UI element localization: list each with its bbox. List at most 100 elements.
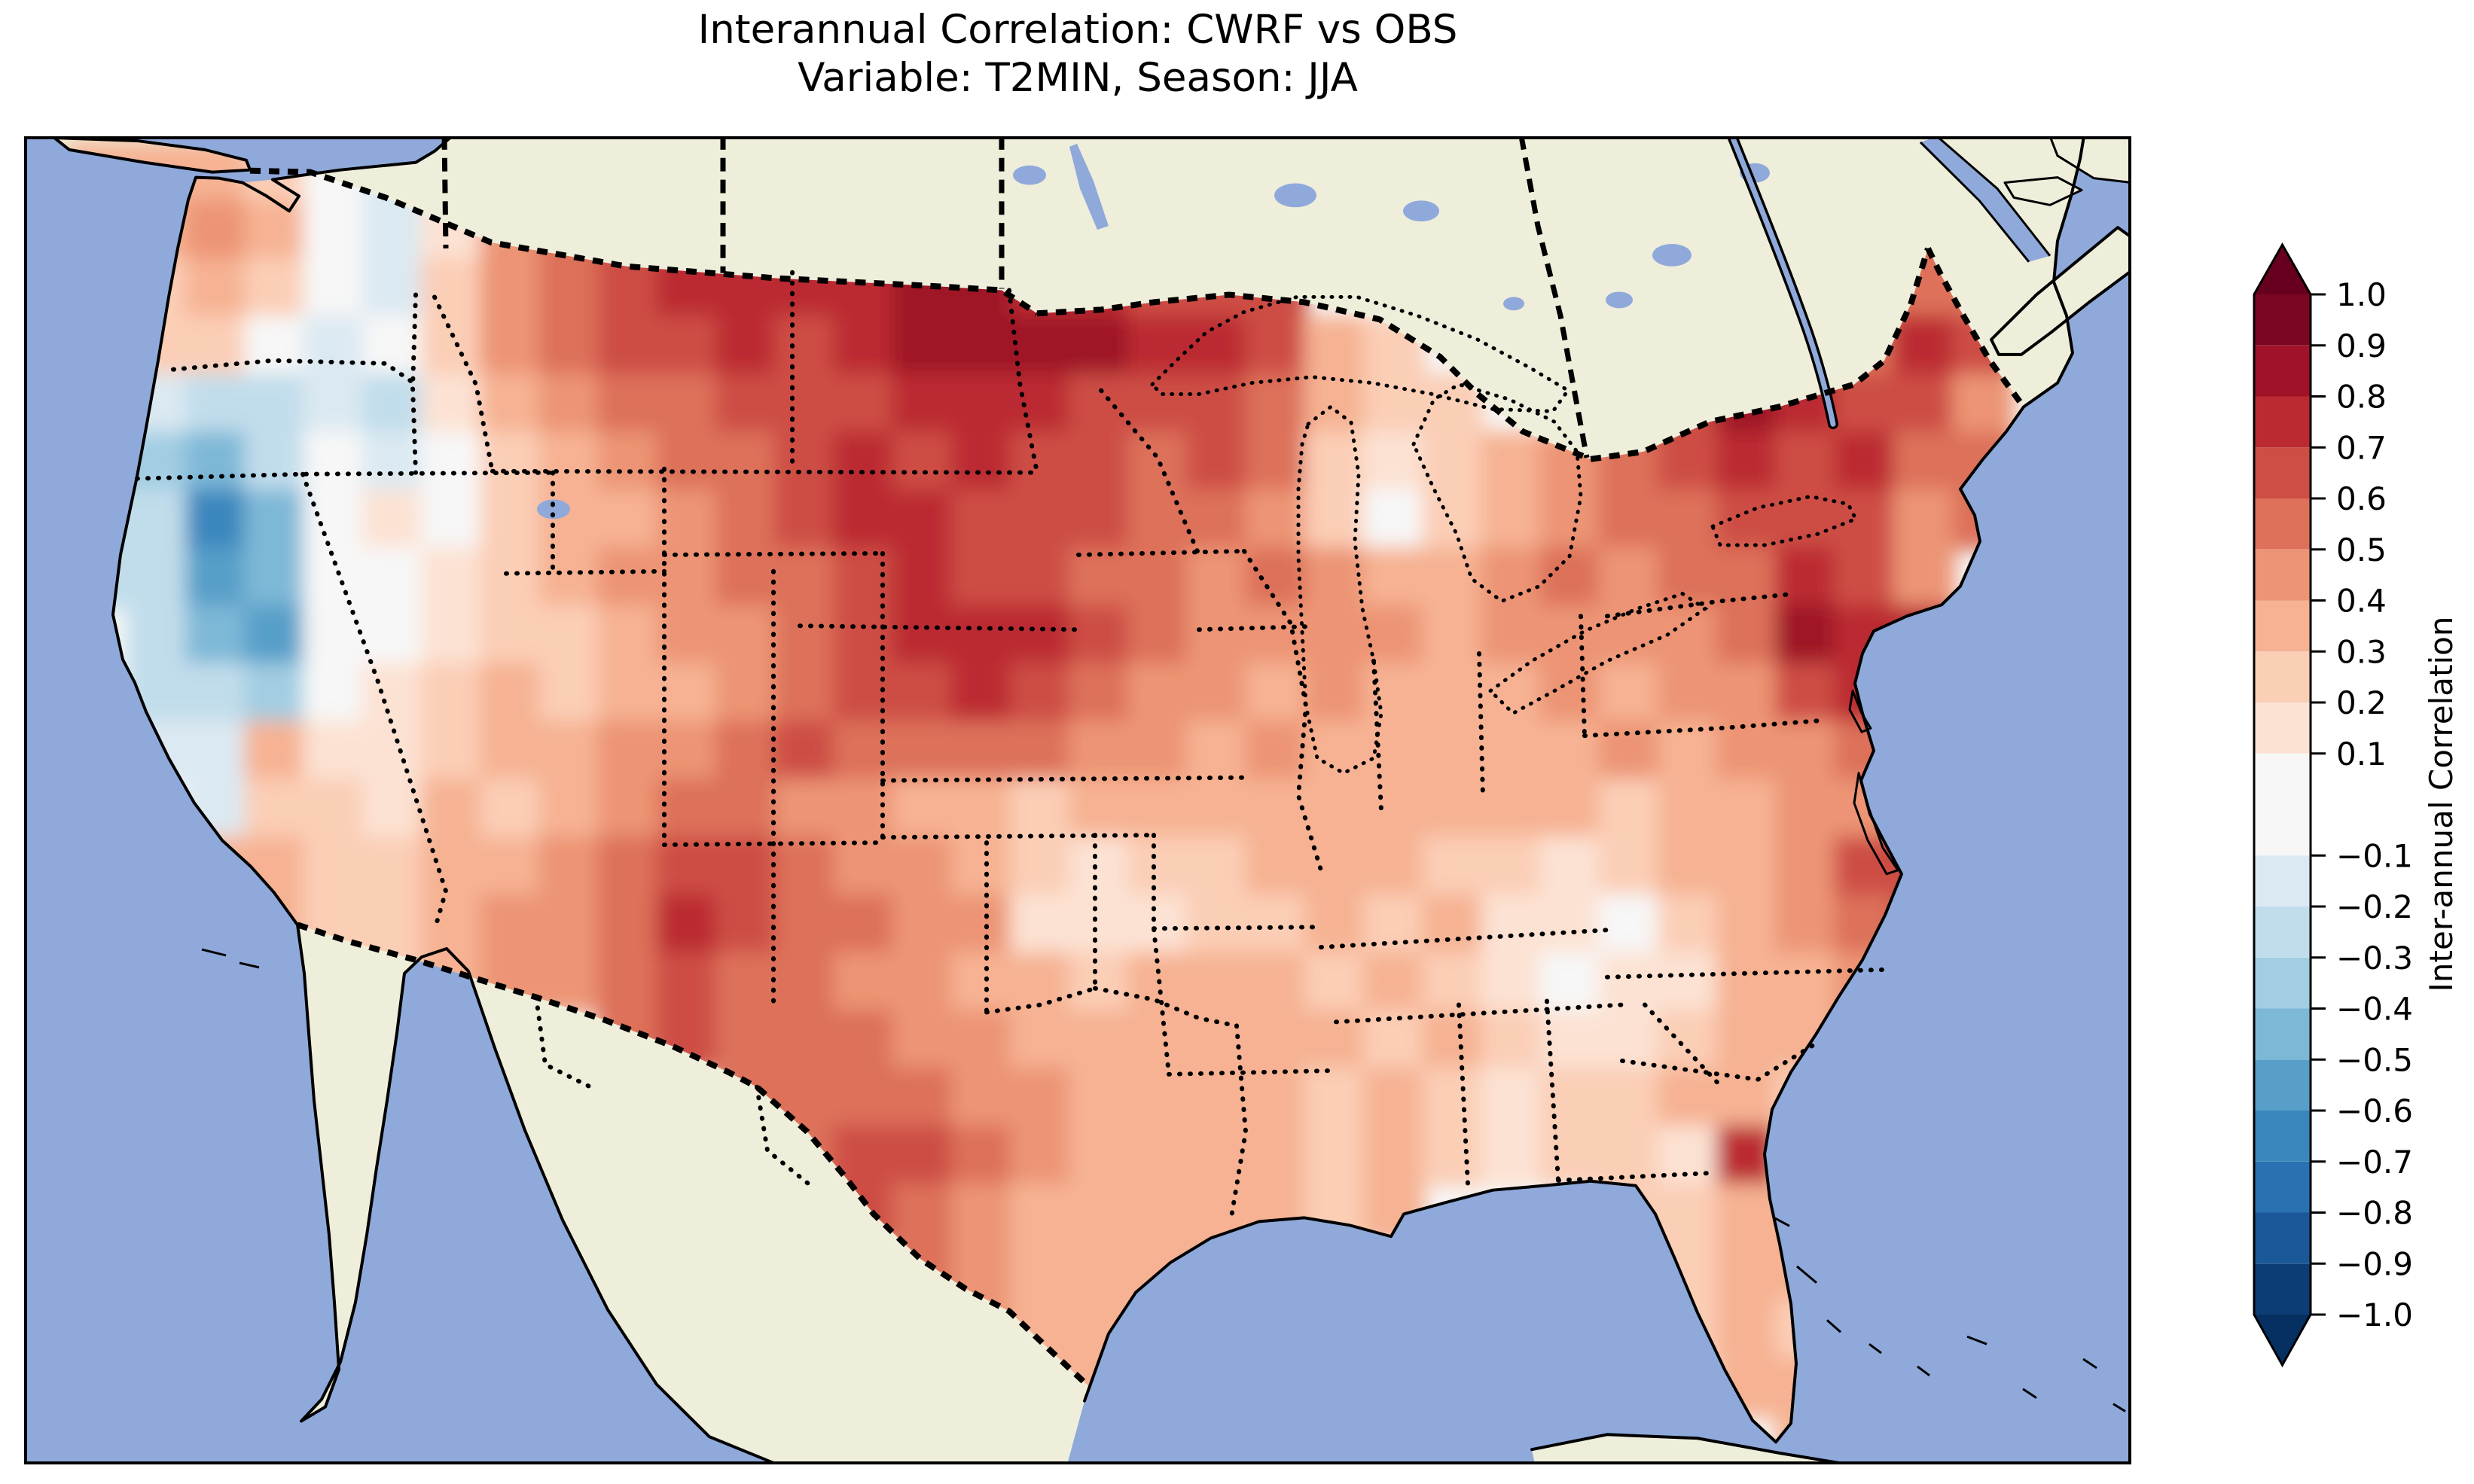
- field-cell: [1009, 779, 1072, 840]
- nova-scotia: [1991, 227, 2131, 355]
- canada-lake-5: [1606, 291, 1633, 309]
- figure-title: Interannual Correlation: CWRF vs OBS Var…: [24, 6, 2131, 102]
- colorbar-bands: [2254, 294, 2311, 1315]
- field-cell: [1304, 373, 1366, 435]
- field-cell: [244, 605, 307, 666]
- field-cell: [1775, 431, 1838, 492]
- field-cell: [833, 894, 895, 955]
- colorbar-band: [2254, 447, 2311, 498]
- field-cell: [1539, 605, 1602, 666]
- field-cell: [303, 836, 365, 897]
- field-cell: [1186, 315, 1249, 377]
- field-cell: [185, 431, 248, 492]
- field-cell: [833, 547, 895, 608]
- field-cell: [833, 1010, 895, 1071]
- field-cell: [244, 547, 307, 608]
- field-cell: [1422, 952, 1484, 1013]
- field-cell: [597, 836, 660, 897]
- colorbar-band: [2254, 855, 2311, 907]
- field-cell: [715, 489, 778, 550]
- field-cell: [1127, 721, 1190, 782]
- field-cell: [1775, 605, 1838, 666]
- colorbar-band: [2254, 1111, 2311, 1162]
- field-cell: [1127, 489, 1190, 550]
- field-cell: [1069, 721, 1131, 782]
- field-cell: [538, 547, 601, 608]
- field-cell: [1481, 431, 1543, 492]
- canada-province-borders: [441, 136, 1590, 459]
- field-cell: [1481, 721, 1543, 782]
- field-cell: [1069, 836, 1131, 897]
- field-cell: [1834, 547, 1896, 608]
- field-cell: [774, 952, 837, 1013]
- field-cell: [1422, 489, 1484, 550]
- map-frame: [24, 136, 2131, 1464]
- field-cell: [1009, 431, 1072, 492]
- field-cell: [715, 1010, 778, 1071]
- lakes-group: [537, 136, 1899, 876]
- colorbar-band: [2254, 396, 2311, 448]
- field-cell: [1186, 547, 1249, 608]
- field-cell: [421, 547, 484, 608]
- field-cell: [597, 315, 660, 377]
- field-cell: [656, 315, 718, 377]
- field-cell: [950, 1010, 1013, 1071]
- field-cell: [950, 952, 1013, 1013]
- field-cell: [303, 779, 365, 840]
- field-cell: [1539, 1010, 1602, 1071]
- colorbar-band: [2254, 702, 2311, 754]
- field-cell: [1069, 1125, 1131, 1187]
- field-cell: [303, 431, 365, 492]
- field-cell: [1127, 1068, 1190, 1129]
- field-cell: [1069, 431, 1131, 492]
- cuba-coastline: [1530, 1433, 1850, 1464]
- field-cell: [833, 373, 895, 435]
- field-cell: [421, 779, 484, 840]
- field-cell: [950, 373, 1013, 435]
- field-cell: [1009, 1183, 1072, 1245]
- field-cell: [1716, 547, 1779, 608]
- colorbar-band: [2254, 907, 2311, 958]
- field-cell: [1009, 489, 1072, 550]
- field-cell: [303, 373, 365, 435]
- field-cell: [1069, 1010, 1131, 1071]
- field-cell: [1481, 605, 1543, 666]
- field-cell: [1069, 605, 1131, 666]
- field-cell: [538, 431, 601, 492]
- field-cell: [892, 779, 954, 840]
- lake-erie: [1487, 591, 1709, 716]
- channel-islands: [201, 948, 260, 969]
- us-canada-border-lakes: [1036, 247, 1931, 462]
- field-cell: [127, 605, 189, 666]
- gulf-atlantic-coastline: [1083, 136, 2085, 1444]
- field-cell: [597, 547, 660, 608]
- field-cell: [774, 1010, 837, 1071]
- field-cell: [1069, 1241, 1131, 1303]
- colorbar-tick-label: 0.9: [2336, 328, 2387, 364]
- canada-lake-1: [1274, 183, 1316, 208]
- field-cell: [185, 200, 248, 261]
- pei-coastline: [2003, 176, 2083, 206]
- field-cell: [303, 605, 365, 666]
- field-cell: [538, 894, 601, 955]
- field-cell: [774, 373, 837, 435]
- field-cell: [1127, 836, 1190, 897]
- field-cell: [656, 431, 718, 492]
- us-canada-border-west: [249, 167, 1039, 316]
- field-cell: [303, 721, 365, 782]
- field-cell: [1893, 315, 1955, 377]
- field-cell: [1009, 836, 1072, 897]
- field-cell: [1422, 1010, 1484, 1071]
- field-cell: [656, 663, 718, 724]
- field-cell: [1186, 836, 1249, 897]
- colorbar-axis-label: Inter-annual Correlation: [2423, 617, 2460, 992]
- field-cell: [1245, 605, 1307, 666]
- field-cell: [538, 836, 601, 897]
- field-cell: [597, 605, 660, 666]
- field-cell: [1539, 836, 1602, 897]
- field-cell: [303, 663, 365, 724]
- field-cell: [597, 952, 660, 1013]
- field-cell: [244, 431, 307, 492]
- field-cell: [1598, 1010, 1661, 1071]
- field-cell: [538, 721, 601, 782]
